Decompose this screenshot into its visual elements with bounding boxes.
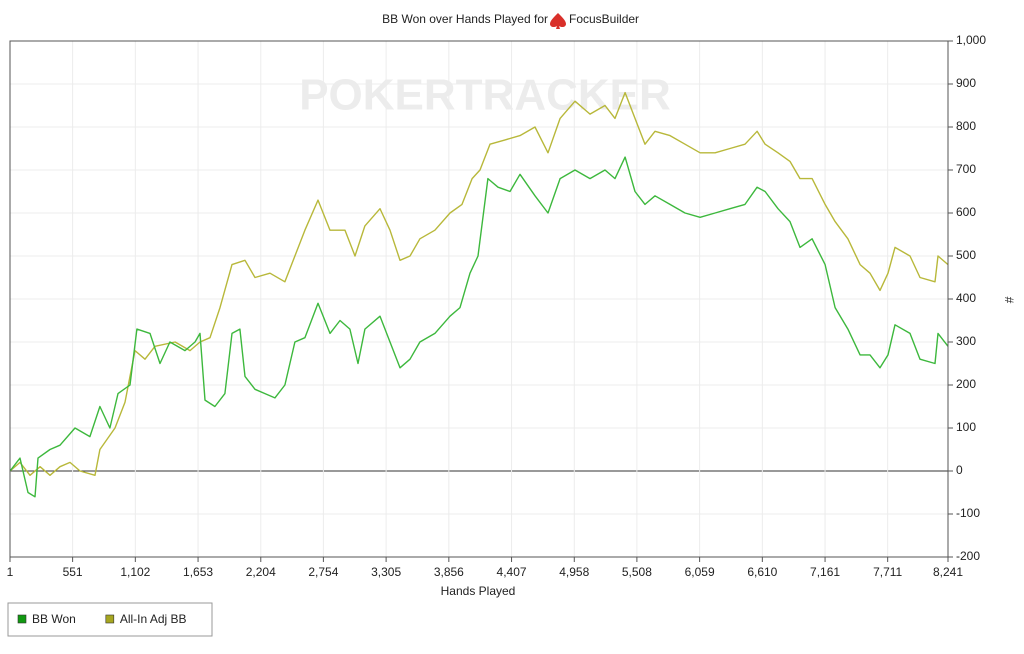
x-tick-label: 4,958 (559, 565, 589, 579)
y-tick-label: 800 (956, 119, 976, 133)
y-tick-label: 900 (956, 76, 976, 90)
y-tick-label: 100 (956, 420, 976, 434)
x-tick-label: 7,711 (873, 565, 902, 579)
y-tick-label: 0 (956, 463, 963, 477)
watermark: POKERTRACKER (299, 71, 671, 120)
x-tick-label: 2,754 (308, 565, 338, 579)
legend-label: All-In Adj BB (120, 612, 187, 626)
y-tick-label: 600 (956, 205, 976, 219)
y-tick-label: -200 (956, 549, 980, 563)
chart-title: BB Won over Hands Played for (382, 12, 548, 26)
x-tick-label: 2,204 (246, 565, 276, 579)
x-tick-label: 5,508 (622, 565, 652, 579)
series-line (9, 91, 949, 476)
x-tick-label: 3,305 (371, 565, 401, 579)
x-tick-label: 4,407 (497, 565, 527, 579)
legend-label: BB Won (32, 612, 76, 626)
x-tick-label: 1,102 (120, 565, 150, 579)
x-axis-label: Hands Played (441, 584, 516, 598)
y-tick-label: 1,000 (956, 33, 986, 47)
y-axis-label: # (1002, 297, 1016, 304)
y-tick-label: 700 (956, 162, 976, 176)
x-tick-label: 1 (7, 565, 14, 579)
x-tick-label: 3,856 (434, 565, 464, 579)
series-line (9, 156, 949, 498)
y-tick-label: 200 (956, 377, 976, 391)
y-tick-label: 500 (956, 248, 976, 262)
x-tick-label: 7,161 (810, 565, 840, 579)
y-tick-label: 300 (956, 334, 976, 348)
x-tick-label: 8,241 (933, 565, 963, 579)
player-icon (550, 13, 566, 29)
y-tick-label: -100 (956, 506, 980, 520)
x-tick-label: 6,059 (685, 565, 715, 579)
x-tick-label: 551 (63, 565, 83, 579)
player-name: FocusBuilder (569, 12, 639, 26)
y-tick-label: 400 (956, 291, 976, 305)
legend-swatch (17, 614, 27, 624)
legend-swatch (105, 614, 115, 624)
x-tick-label: 6,610 (747, 565, 777, 579)
x-tick-label: 1,653 (183, 565, 213, 579)
